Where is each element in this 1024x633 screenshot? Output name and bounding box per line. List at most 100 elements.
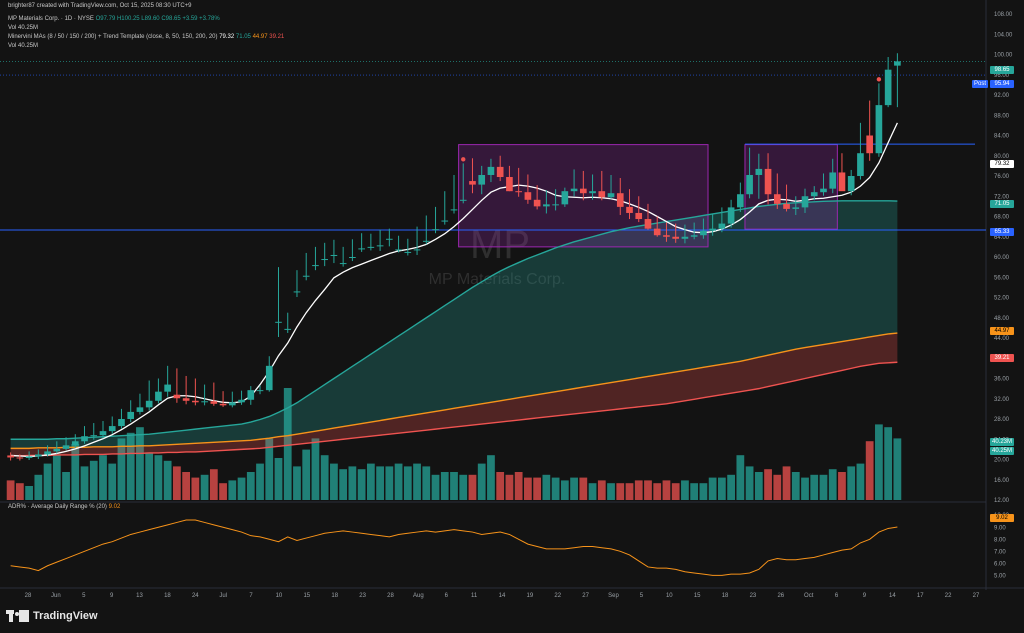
candle [376,229,384,251]
candle [857,122,864,180]
candle [275,267,282,337]
volume-bar [477,463,486,500]
candle-body [330,254,338,256]
candle-body [607,193,615,198]
date-axis-label: Aug [413,593,424,599]
volume-bar [25,486,33,500]
watermark-name: MP Materials Corp. [429,271,566,288]
date-axis-label: 23 [750,593,757,599]
candle [349,239,356,262]
volume-bar [773,474,782,500]
adr-legend-value: 9.02 [108,504,121,510]
adr-axis-label: 5.00 [994,573,1006,579]
volume-bar [819,474,828,500]
price-axis-label: 16.00 [994,478,1010,484]
volume-bar [560,480,569,500]
date-axis-label: 26 [777,593,784,599]
candle [99,421,107,439]
candle-body [838,172,846,192]
candle-body [737,194,744,208]
candle-body [155,391,162,401]
symbol-legend[interactable]: MP Materials Corp. · 1D · NYSE O97.79 H1… [8,16,220,22]
volume-bar [782,466,791,500]
ma50-label: 71.05 [990,200,1014,208]
volume-bar [736,455,745,500]
adr-axis-label: 8.00 [994,537,1006,543]
volume-bar [524,477,532,500]
candle-body [524,192,532,200]
candle-body [376,245,384,247]
adr-legend-name: ADR% · Average Daily Range % (20) [8,504,107,510]
date-axis-label: 19 [527,593,534,599]
ma-legend[interactable]: Minervini MAs (8 / 50 / 150 / 200) + Tre… [8,34,284,40]
volume-bar [487,455,495,500]
volume-bar [893,438,902,500]
candle [71,434,79,448]
volume-bar [145,452,154,500]
candle [820,173,827,196]
date-axis-label: 9 [863,593,867,599]
candle [25,451,33,461]
adr-legend[interactable]: ADR% · Average Daily Range % (20) 9.02 [8,504,120,510]
candle-body [672,236,680,239]
volume-bar [764,469,772,500]
candle [265,356,273,392]
candle-body [810,192,818,197]
candle-body [663,235,670,237]
candle-body [44,451,51,455]
volume-bar [422,466,431,500]
tradingview-logo[interactable]: TradingView [6,610,98,622]
candle [164,365,171,397]
candle-body [422,240,430,242]
post-tag: Post [972,80,988,88]
candle [81,426,88,444]
candle-body [432,229,439,231]
candle-body [173,394,181,399]
candle [478,165,486,195]
volume-bar [681,480,689,500]
candle-body [579,188,587,194]
volume-bar [330,463,338,500]
ma150-value: 44.97 [252,34,268,40]
adr-axis-label: 7.00 [994,549,1006,555]
candle-body [386,238,393,240]
candle-body [515,191,522,193]
volume-bar [625,483,634,500]
volume-bar [468,474,477,500]
volume-bar [727,474,735,500]
post-price-label: 95.94 [990,80,1014,88]
candle-body [81,436,88,442]
price-axis-label: 64.00 [994,235,1010,241]
candle [690,222,698,240]
date-axis-label: 22 [945,593,952,599]
candle-body [136,407,144,412]
ma50-value: 71.05 [235,34,251,40]
candle-body [339,263,347,265]
date-axis-label: 15 [694,593,701,599]
volume-bar [413,463,421,500]
date-axis-label: 5 [82,593,86,599]
volume-bar [671,483,680,500]
candle [847,169,855,196]
ma50-line [10,200,898,440]
ma150-label: 44.97 [990,327,1014,335]
candle-body [228,402,236,406]
price-axis-label: 60.00 [994,255,1010,261]
candle [210,382,218,406]
volume-bar [80,466,89,500]
candle [118,408,125,429]
price-axis-label: 84.00 [994,134,1010,140]
date-axis-label: 27 [582,593,589,599]
volume-bar [754,472,763,500]
candle-body [302,275,310,277]
ma200-value: 39.21 [269,34,285,40]
volume-bar [403,466,412,500]
event-marker [876,77,882,82]
candle [339,246,347,267]
volume-bar [662,480,671,500]
volume-bar [265,438,274,500]
candle-body [469,181,476,185]
candle [53,441,61,454]
